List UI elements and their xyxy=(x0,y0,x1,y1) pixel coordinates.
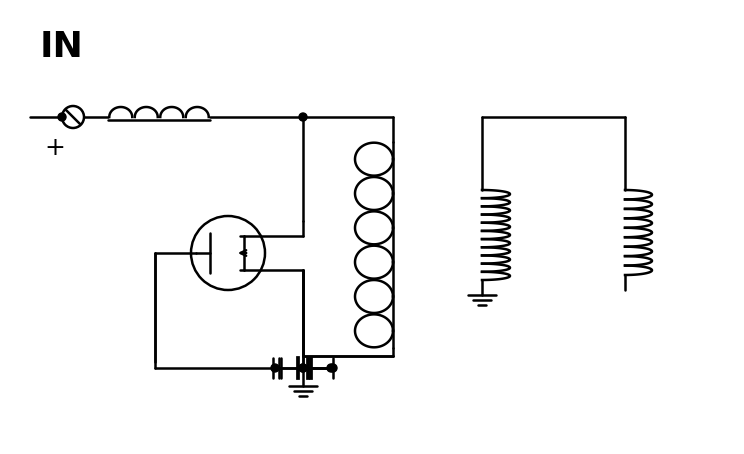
Circle shape xyxy=(299,113,307,121)
Circle shape xyxy=(299,364,307,372)
Text: +: + xyxy=(45,136,65,160)
Circle shape xyxy=(271,364,279,372)
Circle shape xyxy=(329,364,337,372)
Circle shape xyxy=(58,113,66,121)
Text: IN: IN xyxy=(40,30,84,64)
Circle shape xyxy=(327,364,335,372)
Circle shape xyxy=(299,364,307,372)
